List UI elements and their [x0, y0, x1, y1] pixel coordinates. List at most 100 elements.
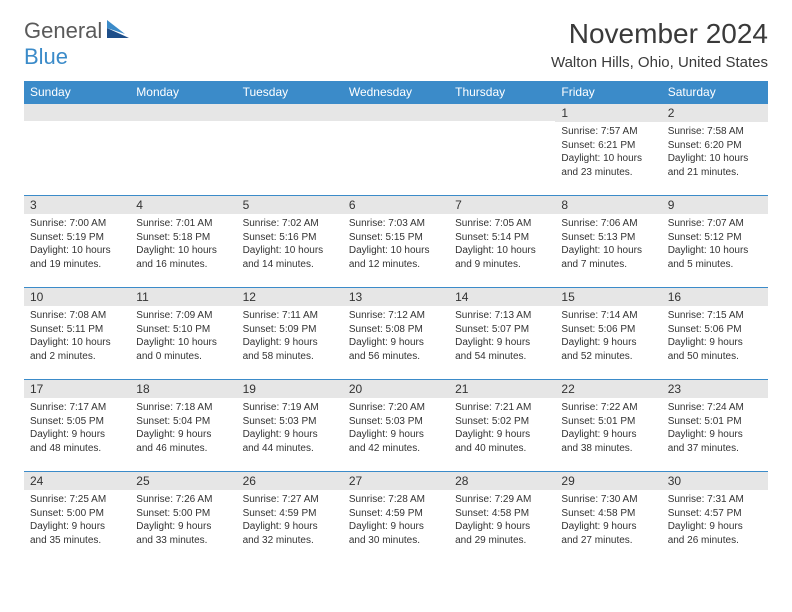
day-day2: and 40 minutes. [455, 442, 549, 456]
day-day1: Daylight: 9 hours [30, 520, 124, 534]
day-day1: Daylight: 9 hours [243, 428, 337, 442]
day-sunrise: Sunrise: 7:08 AM [30, 309, 124, 323]
day-day2: and 21 minutes. [668, 166, 762, 180]
day-sunrise: Sunrise: 7:22 AM [561, 401, 655, 415]
day-day1: Daylight: 9 hours [349, 520, 443, 534]
day-sunset: Sunset: 4:58 PM [455, 507, 549, 521]
day-sunset: Sunset: 5:01 PM [668, 415, 762, 429]
day-sunrise: Sunrise: 7:19 AM [243, 401, 337, 415]
day-sunset: Sunset: 4:59 PM [349, 507, 443, 521]
day-day2: and 27 minutes. [561, 534, 655, 548]
day-sunrise: Sunrise: 7:21 AM [455, 401, 549, 415]
day-day1: Daylight: 9 hours [561, 428, 655, 442]
day-number-empty [449, 104, 555, 121]
day-day2: and 32 minutes. [243, 534, 337, 548]
weekday-header-row: SundayMondayTuesdayWednesdayThursdayFrid… [24, 81, 768, 104]
day-body: Sunrise: 7:00 AMSunset: 5:19 PMDaylight:… [24, 214, 130, 274]
day-number: 14 [449, 288, 555, 306]
day-body: Sunrise: 7:27 AMSunset: 4:59 PMDaylight:… [237, 490, 343, 550]
day-sunset: Sunset: 5:18 PM [136, 231, 230, 245]
day-day1: Daylight: 9 hours [668, 428, 762, 442]
day-number: 13 [343, 288, 449, 306]
day-day1: Daylight: 9 hours [561, 336, 655, 350]
day-day1: Daylight: 10 hours [668, 152, 762, 166]
day-number: 15 [555, 288, 661, 306]
day-body: Sunrise: 7:26 AMSunset: 5:00 PMDaylight:… [130, 490, 236, 550]
calendar-cell: 5Sunrise: 7:02 AMSunset: 5:16 PMDaylight… [237, 196, 343, 288]
weekday-header: Tuesday [237, 81, 343, 104]
calendar-cell: 24Sunrise: 7:25 AMSunset: 5:00 PMDayligh… [24, 472, 130, 564]
day-sunrise: Sunrise: 7:06 AM [561, 217, 655, 231]
day-day2: and 5 minutes. [668, 258, 762, 272]
calendar-cell: 30Sunrise: 7:31 AMSunset: 4:57 PMDayligh… [662, 472, 768, 564]
day-number: 1 [555, 104, 661, 122]
day-number: 19 [237, 380, 343, 398]
day-day2: and 48 minutes. [30, 442, 124, 456]
day-day2: and 7 minutes. [561, 258, 655, 272]
calendar-cell [237, 104, 343, 196]
day-sunset: Sunset: 5:09 PM [243, 323, 337, 337]
calendar-table: SundayMondayTuesdayWednesdayThursdayFrid… [24, 81, 768, 564]
day-sunrise: Sunrise: 7:05 AM [455, 217, 549, 231]
day-sunrise: Sunrise: 7:24 AM [668, 401, 762, 415]
day-day1: Daylight: 9 hours [243, 520, 337, 534]
day-sunrise: Sunrise: 7:13 AM [455, 309, 549, 323]
day-number-empty [343, 104, 449, 121]
calendar-cell: 10Sunrise: 7:08 AMSunset: 5:11 PMDayligh… [24, 288, 130, 380]
day-sunset: Sunset: 5:19 PM [30, 231, 124, 245]
day-sunset: Sunset: 5:01 PM [561, 415, 655, 429]
calendar-cell: 4Sunrise: 7:01 AMSunset: 5:18 PMDaylight… [130, 196, 236, 288]
day-sunset: Sunset: 5:12 PM [668, 231, 762, 245]
day-body: Sunrise: 7:14 AMSunset: 5:06 PMDaylight:… [555, 306, 661, 366]
day-day2: and 52 minutes. [561, 350, 655, 364]
day-day2: and 0 minutes. [136, 350, 230, 364]
day-sunrise: Sunrise: 7:00 AM [30, 217, 124, 231]
day-sunset: Sunset: 5:08 PM [349, 323, 443, 337]
weekday-header: Saturday [662, 81, 768, 104]
day-day1: Daylight: 10 hours [30, 336, 124, 350]
day-number: 24 [24, 472, 130, 490]
day-body: Sunrise: 7:31 AMSunset: 4:57 PMDaylight:… [662, 490, 768, 550]
calendar-cell: 14Sunrise: 7:13 AMSunset: 5:07 PMDayligh… [449, 288, 555, 380]
day-number: 6 [343, 196, 449, 214]
day-sunset: Sunset: 5:03 PM [243, 415, 337, 429]
day-sunrise: Sunrise: 7:27 AM [243, 493, 337, 507]
day-day1: Daylight: 10 hours [455, 244, 549, 258]
day-day1: Daylight: 10 hours [349, 244, 443, 258]
day-day2: and 12 minutes. [349, 258, 443, 272]
day-sunrise: Sunrise: 7:17 AM [30, 401, 124, 415]
calendar-week-row: 3Sunrise: 7:00 AMSunset: 5:19 PMDaylight… [24, 196, 768, 288]
day-day1: Daylight: 10 hours [561, 244, 655, 258]
day-day1: Daylight: 9 hours [349, 428, 443, 442]
day-sunset: Sunset: 5:10 PM [136, 323, 230, 337]
day-day1: Daylight: 9 hours [136, 520, 230, 534]
day-number: 17 [24, 380, 130, 398]
title-block: November 2024 Walton Hills, Ohio, United… [551, 18, 768, 71]
day-day1: Daylight: 9 hours [455, 336, 549, 350]
day-sunset: Sunset: 5:14 PM [455, 231, 549, 245]
calendar-cell: 12Sunrise: 7:11 AMSunset: 5:09 PMDayligh… [237, 288, 343, 380]
calendar-cell: 23Sunrise: 7:24 AMSunset: 5:01 PMDayligh… [662, 380, 768, 472]
calendar-week-row: 1Sunrise: 7:57 AMSunset: 6:21 PMDaylight… [24, 104, 768, 196]
day-sunrise: Sunrise: 7:09 AM [136, 309, 230, 323]
day-number: 26 [237, 472, 343, 490]
day-body: Sunrise: 7:08 AMSunset: 5:11 PMDaylight:… [24, 306, 130, 366]
day-sunrise: Sunrise: 7:29 AM [455, 493, 549, 507]
day-sunrise: Sunrise: 7:31 AM [668, 493, 762, 507]
day-day1: Daylight: 9 hours [668, 520, 762, 534]
day-sunrise: Sunrise: 7:20 AM [349, 401, 443, 415]
day-day2: and 42 minutes. [349, 442, 443, 456]
day-body-empty [130, 121, 236, 181]
day-day2: and 16 minutes. [136, 258, 230, 272]
day-day2: and 19 minutes. [30, 258, 124, 272]
day-sunset: Sunset: 5:00 PM [30, 507, 124, 521]
day-body: Sunrise: 7:07 AMSunset: 5:12 PMDaylight:… [662, 214, 768, 274]
calendar-cell: 7Sunrise: 7:05 AMSunset: 5:14 PMDaylight… [449, 196, 555, 288]
logo-flag-icon [107, 20, 129, 38]
day-day2: and 29 minutes. [455, 534, 549, 548]
day-day2: and 33 minutes. [136, 534, 230, 548]
day-body: Sunrise: 7:17 AMSunset: 5:05 PMDaylight:… [24, 398, 130, 458]
calendar-cell: 17Sunrise: 7:17 AMSunset: 5:05 PMDayligh… [24, 380, 130, 472]
day-body: Sunrise: 7:30 AMSunset: 4:58 PMDaylight:… [555, 490, 661, 550]
day-body: Sunrise: 7:21 AMSunset: 5:02 PMDaylight:… [449, 398, 555, 458]
